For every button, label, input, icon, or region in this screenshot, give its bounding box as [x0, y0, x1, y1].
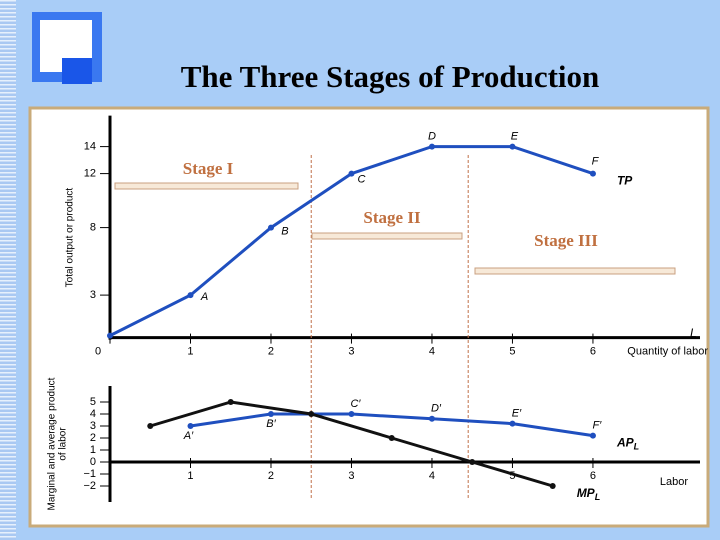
data-point [549, 483, 556, 489]
x-tick-label: 6 [590, 470, 596, 482]
x-tick-label: 2 [268, 346, 274, 358]
stage-arrow [311, 232, 463, 240]
deco-square [62, 58, 92, 84]
y-tick-label: 3 [90, 420, 96, 432]
x-tick-label: 5 [509, 346, 515, 358]
x-tick-label: 5 [509, 470, 515, 482]
stage-arrow [474, 267, 676, 275]
series-name: MP [577, 486, 596, 500]
data-point [107, 332, 113, 339]
x-axis-label: Quantity of labor [627, 346, 708, 358]
point-label: E′ [512, 408, 522, 420]
y-tick-label: −2 [83, 480, 96, 492]
data-point [187, 292, 194, 299]
y-axis-label: Total output or product [65, 188, 76, 288]
stage-label: Stage II [363, 208, 421, 227]
y-tick-label: 8 [90, 222, 96, 234]
data-point [267, 411, 274, 417]
x-tick-label: 1 [187, 346, 193, 358]
y-tick-label: −1 [83, 468, 96, 480]
series-subscript: L [595, 492, 601, 502]
point-label: F [592, 156, 600, 168]
data-point [509, 143, 516, 150]
y-tick-label: 3 [90, 289, 96, 301]
x-tick-label: 1 [187, 470, 193, 482]
y-tick-label: 1 [90, 444, 96, 456]
y-axis-label: of labor [58, 427, 69, 461]
x-tick-label: 0 [95, 346, 101, 358]
stage-arrow [114, 182, 299, 190]
data-point [469, 459, 476, 465]
x-tick-label: 2 [268, 470, 274, 482]
series-name: AP [616, 436, 635, 450]
series-label: MPL [577, 486, 601, 502]
data-point [428, 143, 435, 150]
series-subscript: L [634, 442, 640, 452]
data-point [589, 432, 596, 439]
x-tick-label: 3 [348, 470, 354, 482]
side-stripe [0, 0, 16, 540]
data-point [187, 423, 194, 429]
x-axis-label: Labor [660, 476, 688, 488]
point-label: A′ [183, 430, 194, 442]
figure-frame [28, 106, 710, 528]
data-point [428, 415, 435, 422]
series-label: APL [616, 436, 639, 452]
series-label: TP [617, 174, 633, 188]
stage-label: Stage III [534, 231, 598, 250]
series-line [190, 412, 594, 438]
point-label: B′ [266, 418, 276, 430]
point-label: D′ [431, 403, 442, 415]
data-point [348, 411, 355, 417]
y-tick-label: 4 [90, 408, 96, 420]
series-line [149, 400, 554, 488]
data-point [147, 423, 154, 429]
series-name: TP [617, 174, 633, 188]
y-tick-label: 14 [84, 141, 96, 153]
y-tick-label: 2 [90, 432, 96, 444]
data-point [348, 170, 355, 177]
point-label: C [357, 174, 365, 186]
data-point [227, 399, 234, 405]
slide-title: The Three Stages of Production [181, 59, 600, 94]
point-label: F′ [593, 420, 603, 432]
y-tick-label: 0 [90, 456, 96, 468]
stage-label: Stage I [183, 159, 234, 178]
x-tick-label: 4 [429, 346, 435, 358]
x-tick-label: 4 [429, 470, 435, 482]
data-point [267, 224, 274, 231]
x-axis-end-label: L [690, 326, 697, 340]
point-label: B [281, 226, 288, 238]
data-point [388, 435, 395, 441]
y-tick-label: 12 [84, 168, 96, 180]
y-axis-label: Marginal and average product [47, 377, 58, 510]
x-tick-label: 6 [590, 346, 596, 358]
data-point [509, 420, 516, 427]
point-label: A [200, 291, 208, 303]
data-point [308, 411, 315, 417]
point-label: E [511, 131, 519, 143]
point-label: D [428, 131, 436, 143]
y-tick-label: 5 [90, 396, 96, 408]
x-tick-label: 3 [348, 346, 354, 358]
point-label: C′ [350, 398, 361, 410]
data-point [589, 170, 596, 177]
